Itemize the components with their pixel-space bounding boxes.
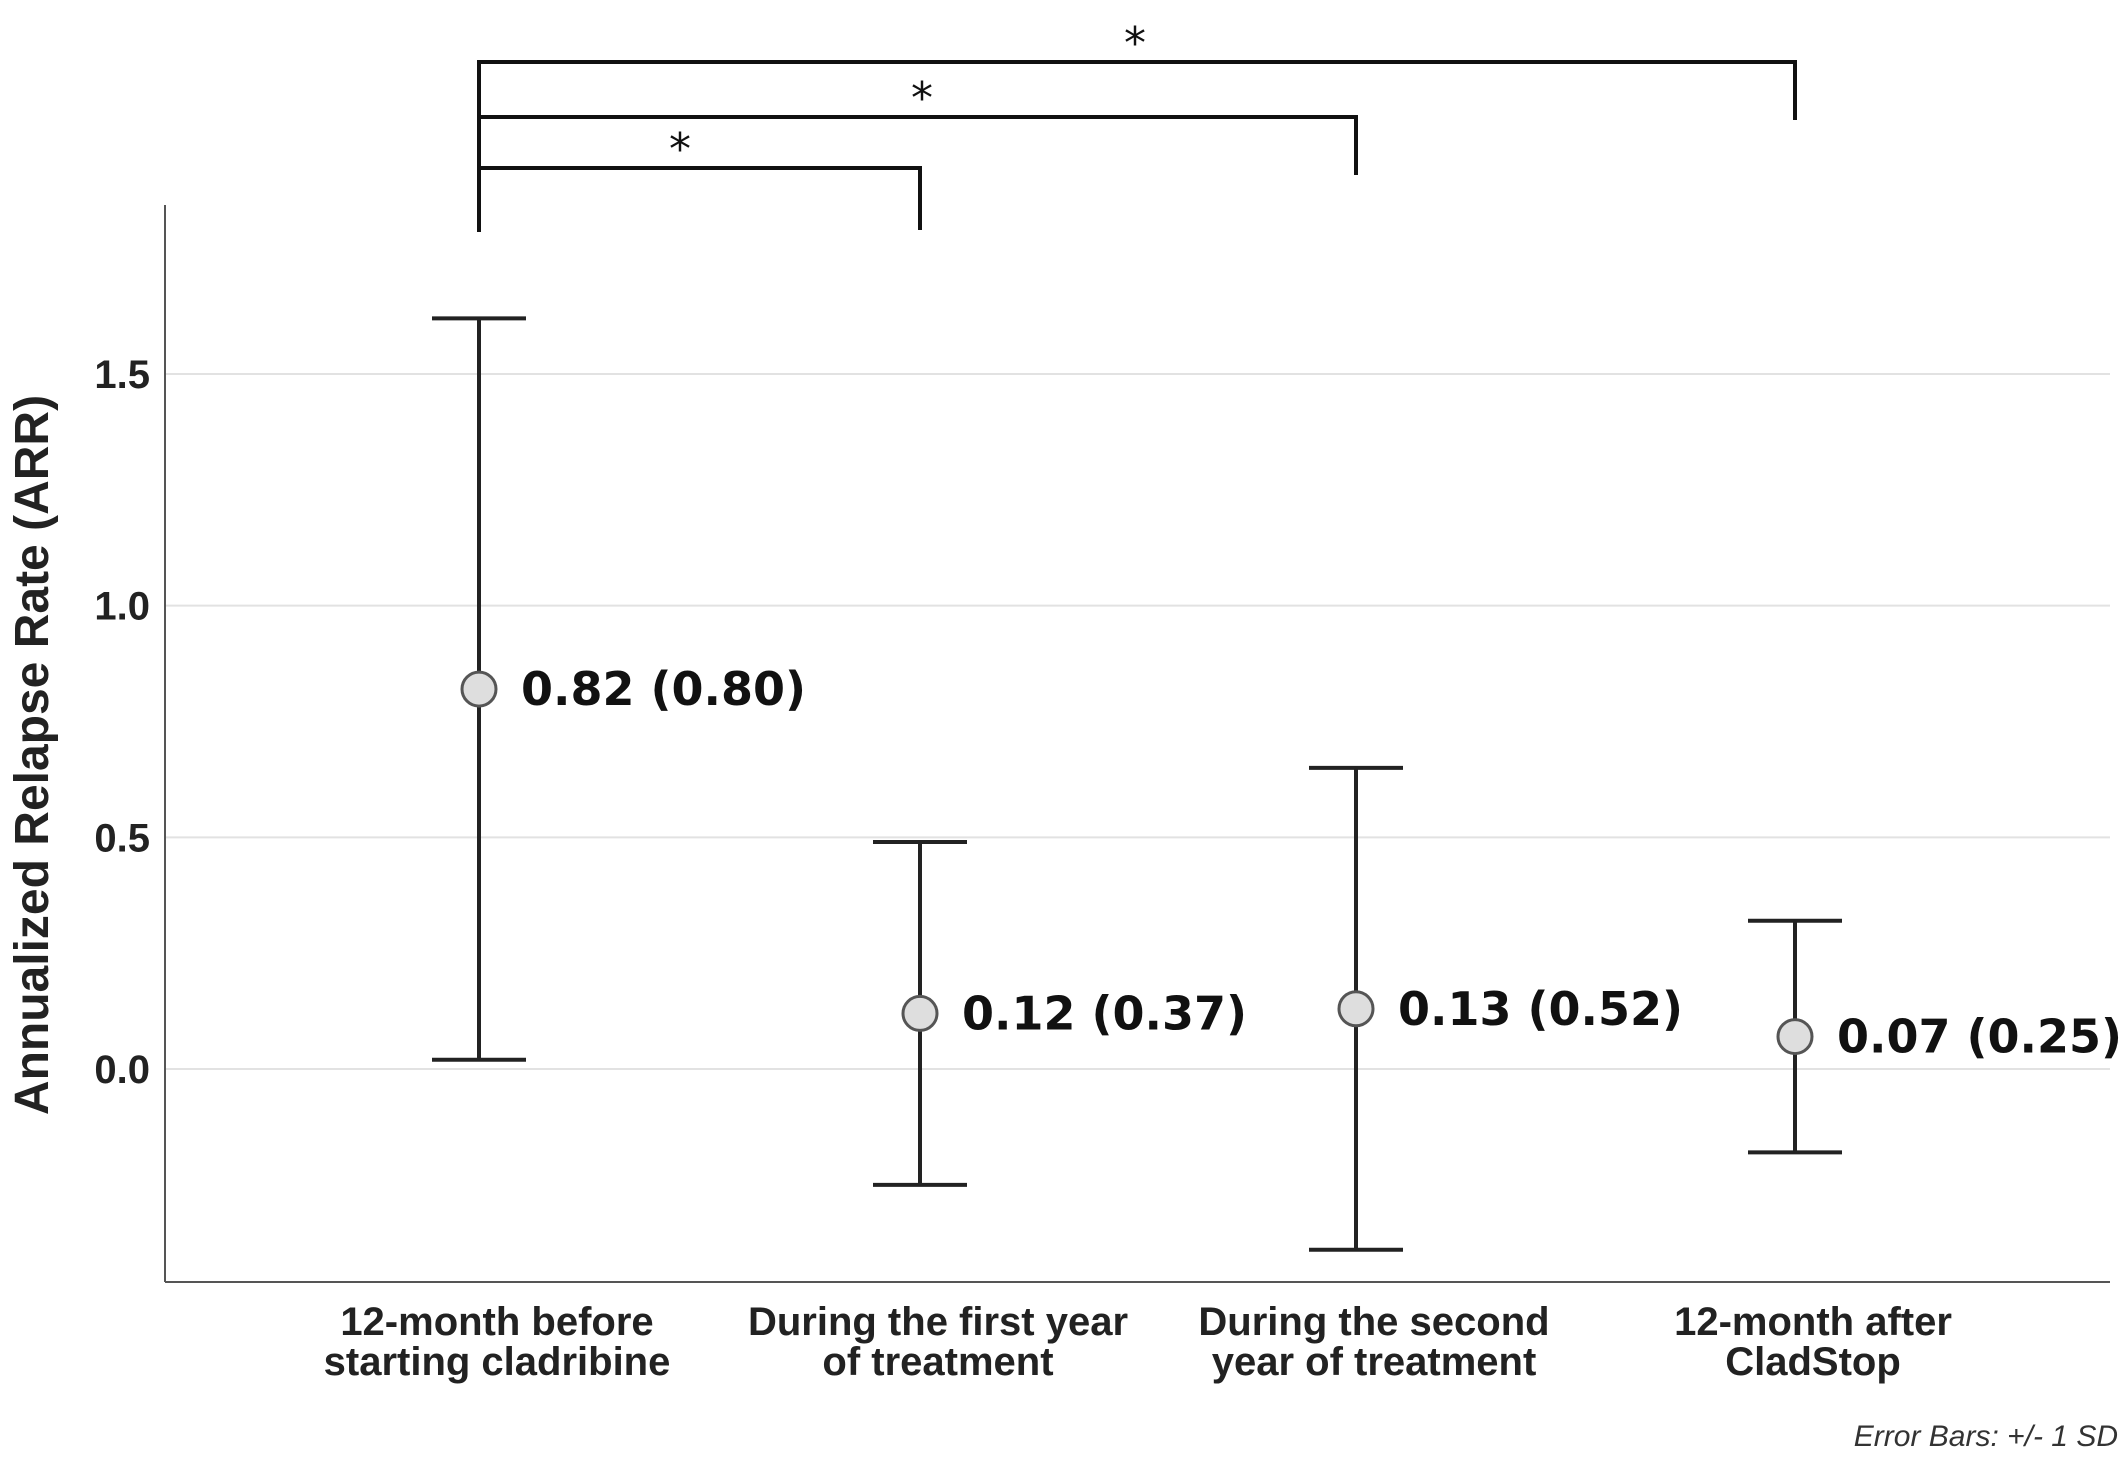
category-label: starting cladribine (324, 1340, 671, 1384)
significance-bracket (477, 166, 922, 232)
error-bars (432, 316, 1842, 1252)
data-labels: 0.82 (0.80) 0.12 (0.37) 0.13 (0.52) 0.07 (0… (521, 662, 2122, 1064)
significance-marker: * (669, 124, 691, 175)
mean-points (460, 670, 1814, 1056)
y-tick-label: 1.5 (94, 353, 150, 397)
category-label: During the second (1198, 1300, 1549, 1344)
category-label: During the first year (748, 1300, 1128, 1344)
y-tick-labels: 0.0 0.5 1.0 1.5 (94, 353, 150, 1092)
y-tick-label: 0.0 (94, 1048, 150, 1092)
mean-point (1337, 990, 1375, 1028)
data-label: 0.12 (0.37) (962, 986, 1247, 1040)
category-label: of treatment (822, 1340, 1053, 1384)
category-label: 12-month before (340, 1300, 653, 1344)
y-tick-label: 0.5 (94, 816, 150, 860)
category-label: CladStop (1725, 1340, 1901, 1384)
mean-point (460, 670, 498, 708)
significance-bracket (477, 60, 1797, 232)
significance-marker: * (1124, 18, 1146, 69)
y-axis-title: Annualized Relapse Rate (ARR) (6, 395, 59, 1115)
significance-bracket (477, 115, 1358, 232)
category-label: year of treatment (1212, 1340, 1537, 1384)
data-label: 0.13 (0.52) (1398, 982, 1683, 1036)
axes (164, 205, 2110, 1283)
significance-marker: * (911, 73, 933, 124)
mean-point (901, 994, 939, 1032)
mean-point (1776, 1018, 1814, 1056)
data-label: 0.82 (0.80) (521, 662, 806, 716)
data-label: 0.07 (0.25) (1837, 1010, 2122, 1064)
y-tick-label: 1.0 (94, 585, 150, 629)
gridlines (165, 373, 2110, 1070)
error-bar-note: Error Bars: +/- 1 SD (1854, 1420, 2118, 1453)
significance-brackets: * * * (477, 18, 1797, 232)
category-label: 12-month after (1674, 1300, 1952, 1344)
